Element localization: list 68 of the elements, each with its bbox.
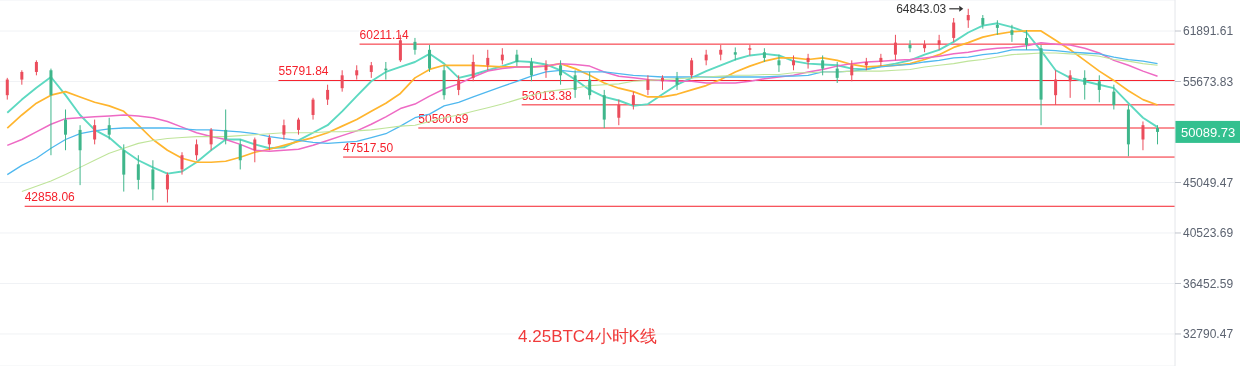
candlestick <box>311 97 315 121</box>
candlestick <box>529 57 533 82</box>
y-tick-label: 55673.83 <box>1183 74 1234 89</box>
candlestick <box>617 99 621 126</box>
ref-line-label: 53013.38 <box>521 88 573 103</box>
y-tick-label: 45049.47 <box>1183 175 1234 190</box>
candlestick <box>559 59 563 86</box>
candlestick <box>690 57 694 79</box>
candlestick <box>151 159 155 201</box>
candlestick <box>850 59 854 82</box>
candlestick <box>544 59 548 79</box>
candlestick <box>107 117 111 140</box>
candlestick <box>180 151 184 176</box>
candlestick <box>224 109 228 145</box>
y-tick-label: 61891.61 <box>1183 24 1234 39</box>
candlestick <box>777 54 781 73</box>
candlestick <box>573 69 577 99</box>
candlestick <box>209 127 213 151</box>
ref-line-label: 47517.50 <box>343 141 394 156</box>
candlestick <box>253 137 257 163</box>
candlestick <box>821 54 825 76</box>
text: 50089.73 <box>1181 124 1236 140</box>
candlestick <box>428 44 432 73</box>
candlestick <box>1054 69 1058 106</box>
ref-line-label: 42858.06 <box>24 190 76 205</box>
candlestick <box>1112 84 1116 110</box>
candlestick <box>486 49 490 71</box>
y-tick-label: 36452.59 <box>1183 276 1234 291</box>
candlestick <box>457 74 461 96</box>
candlestick <box>937 34 941 51</box>
candlestick <box>93 119 97 145</box>
candlestick <box>1083 69 1087 101</box>
y-tick-label: 32790.47 <box>1183 327 1234 342</box>
candlestick <box>1010 24 1014 43</box>
ref-line-label: 60211.14 <box>359 28 410 43</box>
annotation: 64843.03 <box>896 1 947 16</box>
candlestick <box>195 138 199 161</box>
candlestick <box>908 39 912 53</box>
candlestick <box>471 54 475 82</box>
candlestick <box>326 84 330 106</box>
candlestick <box>1097 74 1101 103</box>
candlestick <box>1141 120 1145 151</box>
candlestick <box>806 53 810 70</box>
candlestick <box>1024 29 1028 51</box>
candlestick <box>64 109 68 151</box>
text: 4.25BTC4小时K线 <box>517 326 658 348</box>
candlestick <box>835 61 839 84</box>
candlestick <box>952 17 956 43</box>
candlestick <box>165 172 169 203</box>
candlestick <box>515 49 519 67</box>
candlestick <box>588 71 592 101</box>
candlestick <box>238 138 242 170</box>
ref-line-label: 55791.84 <box>278 64 329 79</box>
candlestick <box>78 124 82 186</box>
candlestick <box>675 71 679 91</box>
candlestick <box>413 37 417 56</box>
candlestick <box>136 154 140 190</box>
candlestick <box>893 34 897 61</box>
candlestick <box>879 53 883 67</box>
candlestick <box>282 119 286 140</box>
candlestick <box>1068 69 1072 99</box>
candlestick <box>646 74 650 96</box>
candlestick <box>5 77 9 101</box>
candlestick <box>1156 124 1160 145</box>
y-tick-label: 40523.69 <box>1183 226 1234 241</box>
candlestick <box>340 69 344 93</box>
ref-line-label: 50500.69 <box>418 112 469 127</box>
candlestick <box>966 8 970 29</box>
